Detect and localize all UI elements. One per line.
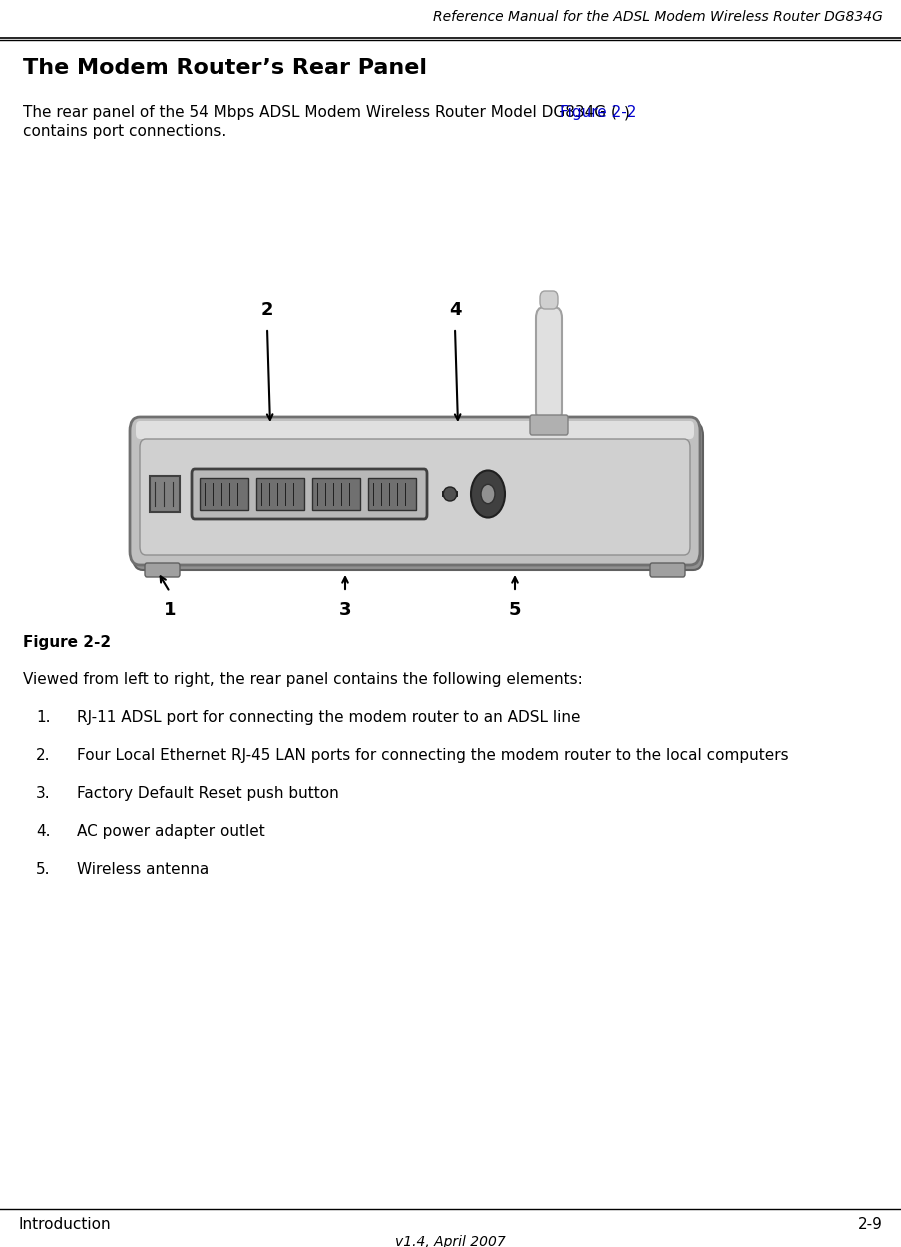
Text: 3: 3	[339, 601, 351, 619]
FancyBboxPatch shape	[200, 478, 248, 510]
FancyBboxPatch shape	[536, 307, 562, 421]
Text: 1: 1	[164, 601, 177, 619]
FancyBboxPatch shape	[192, 469, 427, 519]
Text: Introduction: Introduction	[18, 1217, 111, 1232]
Text: Figure 2-2: Figure 2-2	[23, 635, 111, 650]
FancyBboxPatch shape	[130, 416, 700, 565]
Text: 2: 2	[260, 301, 273, 319]
FancyBboxPatch shape	[140, 439, 690, 555]
FancyBboxPatch shape	[650, 562, 685, 577]
Text: The rear panel of the 54 Mbps ADSL Modem Wireless Router Model DG834G (: The rear panel of the 54 Mbps ADSL Modem…	[23, 105, 616, 120]
Text: v1.4, April 2007: v1.4, April 2007	[396, 1235, 505, 1247]
Text: Four Local Ethernet RJ-45 LAN ports for connecting the modem router to the local: Four Local Ethernet RJ-45 LAN ports for …	[77, 748, 788, 763]
FancyBboxPatch shape	[136, 421, 694, 439]
Text: Wireless antenna: Wireless antenna	[77, 862, 209, 877]
FancyBboxPatch shape	[150, 476, 180, 513]
Text: 2-9: 2-9	[858, 1217, 883, 1232]
Text: AC power adapter outlet: AC power adapter outlet	[77, 824, 264, 839]
Text: contains port connections.: contains port connections.	[23, 123, 226, 138]
Text: 4.: 4.	[36, 824, 50, 839]
Text: 3.: 3.	[36, 786, 50, 801]
Text: 1.: 1.	[36, 710, 50, 725]
FancyBboxPatch shape	[540, 291, 558, 309]
Text: 5: 5	[509, 601, 522, 619]
Text: Reference Manual for the ADSL Modem Wireless Router DG834G: Reference Manual for the ADSL Modem Wire…	[433, 10, 883, 24]
Text: Factory Default Reset push button: Factory Default Reset push button	[77, 786, 339, 801]
FancyBboxPatch shape	[368, 478, 416, 510]
Circle shape	[471, 470, 505, 518]
Text: Figure 2-2: Figure 2-2	[560, 105, 637, 120]
FancyBboxPatch shape	[530, 415, 568, 435]
Text: 2.: 2.	[36, 748, 50, 763]
Circle shape	[481, 484, 495, 504]
Text: 5.: 5.	[36, 862, 50, 877]
Text: RJ-11 ADSL port for connecting the modem router to an ADSL line: RJ-11 ADSL port for connecting the modem…	[77, 710, 580, 725]
FancyBboxPatch shape	[256, 478, 304, 510]
Text: The Modem Router’s Rear Panel: The Modem Router’s Rear Panel	[23, 59, 426, 79]
Text: Viewed from left to right, the rear panel contains the following elements:: Viewed from left to right, the rear pane…	[23, 672, 582, 687]
FancyBboxPatch shape	[312, 478, 360, 510]
Text: ): )	[623, 105, 630, 120]
FancyBboxPatch shape	[133, 421, 703, 570]
Text: 4: 4	[449, 301, 461, 319]
FancyBboxPatch shape	[145, 562, 180, 577]
FancyBboxPatch shape	[443, 488, 457, 501]
